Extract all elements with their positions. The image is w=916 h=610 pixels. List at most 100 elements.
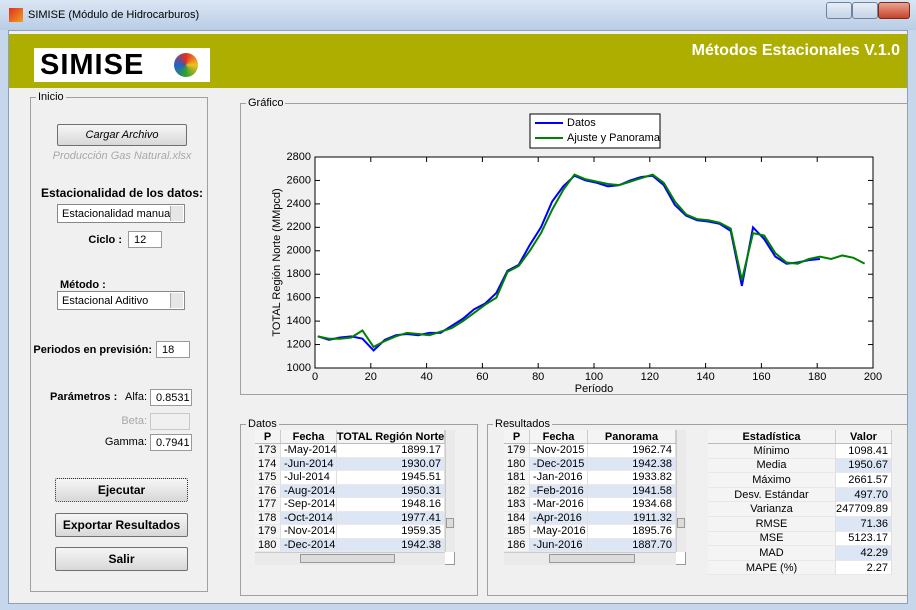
table-cell: MAD: [708, 546, 836, 561]
table-cell: 247709.89: [836, 502, 892, 517]
vertical-scrollbar[interactable]: [445, 430, 455, 552]
table-cell: 179: [504, 444, 530, 458]
table-cell: 181: [504, 471, 530, 485]
table-cell: 497.70: [836, 487, 892, 503]
table-cell: -Jun-2014: [281, 457, 337, 471]
forecast-input[interactable]: 18: [156, 341, 190, 358]
table-cell: -Jan-2016: [530, 471, 588, 485]
table-cell: 1899.17: [337, 444, 445, 458]
table-cell: -Sep-2014: [281, 498, 337, 512]
run-button[interactable]: Ejecutar: [55, 478, 188, 502]
table-cell: 1895.76: [588, 525, 676, 539]
table-cell: -Dec-2015: [530, 457, 588, 471]
table-cell: -Jun-2016: [530, 538, 588, 552]
column-header: Fecha: [281, 430, 337, 444]
title-bar: [0, 0, 916, 30]
method-select[interactable]: Estacional Aditivo: [57, 291, 185, 310]
table-cell: 1934.68: [588, 498, 676, 512]
table-cell: 179: [255, 525, 281, 539]
table-cell: -Apr-2016: [530, 511, 588, 525]
params-label: Parámetros :: [50, 391, 118, 403]
table-cell: 2.27: [836, 560, 892, 576]
table-cell: 175: [255, 471, 281, 485]
table-cell: -Jul-2014: [281, 471, 337, 485]
table-cell: -Nov-2015: [530, 444, 588, 458]
alpha-input[interactable]: 0.8531: [150, 389, 192, 406]
table-cell: 71.36: [836, 517, 892, 532]
table-cell: MSE: [708, 531, 836, 547]
table-cell: 184: [504, 511, 530, 525]
table-cell: 1942.38: [337, 538, 445, 552]
table-cell: -May-2014: [281, 444, 337, 458]
table-cell: 182: [504, 484, 530, 498]
column-header: Fecha: [530, 430, 588, 444]
table-cell: 1941.58: [588, 484, 676, 498]
maximize-button[interactable]: [852, 2, 878, 19]
table-cell: 1959.35: [337, 525, 445, 539]
column-header: P: [255, 430, 281, 444]
alpha-label: Alfa:: [124, 391, 147, 403]
column-header: P: [504, 430, 530, 444]
cycle-input[interactable]: 12: [128, 231, 162, 248]
minimize-button[interactable]: [826, 2, 852, 19]
table-cell: 1887.70: [588, 538, 676, 552]
table-cell: 186: [504, 538, 530, 552]
resultados-panel-title: Resultados: [493, 417, 553, 431]
cycle-label: Ciclo :: [88, 234, 122, 246]
table-cell: 42.29: [836, 546, 892, 561]
table-cell: -Feb-2016: [530, 484, 588, 498]
export-button[interactable]: Exportar Resultados: [55, 513, 188, 537]
table-cell: 178: [255, 511, 281, 525]
table-cell: 174: [255, 457, 281, 471]
inicio-panel: [30, 97, 208, 592]
column-header: TOTAL Región Norte: [336, 430, 445, 444]
scroll-thumb[interactable]: [549, 554, 635, 563]
scroll-thumb[interactable]: [446, 517, 454, 528]
table-cell: 176: [255, 484, 281, 498]
table-cell: 183: [504, 498, 530, 512]
select-arrow: [170, 206, 183, 221]
logo-icon: [174, 53, 198, 77]
inicio-panel-title: Inicio: [36, 90, 66, 104]
table-cell: 1942.38: [588, 457, 676, 471]
table-cell: RMSE: [708, 517, 836, 532]
column-header: Estadística: [708, 430, 836, 444]
method-label: Método :: [60, 279, 106, 291]
close-button[interactable]: [878, 2, 910, 19]
table-cell: 1950.31: [337, 484, 445, 498]
app-title: Métodos Estacionales V.1.0: [691, 42, 900, 59]
column-header: Panorama: [588, 430, 676, 444]
table-cell: 177: [255, 498, 281, 512]
table-cell: 5123.17: [836, 531, 892, 547]
table-cell: 1962.74: [588, 444, 676, 458]
table-cell: -Nov-2014: [281, 525, 337, 539]
table-cell: 1933.82: [588, 471, 676, 485]
datos-panel: [240, 424, 478, 596]
seasonality-label: Estacionalidad de los datos:: [40, 186, 204, 200]
scroll-thumb[interactable]: [300, 554, 395, 563]
table-cell: Desv. Estándar: [708, 487, 836, 503]
file-name: Producción Gas Natural.xlsx: [52, 150, 192, 162]
table-cell: -Oct-2014: [281, 511, 337, 525]
load-button[interactable]: Cargar Archivo: [57, 124, 187, 146]
table-cell: MAPE (%): [708, 560, 836, 576]
table-cell: -May-2016: [530, 525, 588, 539]
table-cell: -Dec-2014: [281, 538, 337, 552]
gamma-input[interactable]: 0.7941: [150, 434, 192, 451]
table-cell: 1098.41: [836, 444, 892, 459]
exit-button[interactable]: Salir: [55, 547, 188, 571]
scroll-thumb[interactable]: [677, 517, 685, 528]
gamma-label: Gamma:: [104, 436, 147, 448]
table-cell: -Aug-2014: [281, 484, 337, 498]
table-cell: 1945.51: [337, 471, 445, 485]
table-cell: 1930.07: [337, 457, 445, 471]
graph-panel-title: Gráfico: [246, 96, 286, 110]
seasonality-select[interactable]: Estacionalidad manual: [57, 204, 185, 223]
window-title: SIMISE (Módulo de Hidrocarburos): [28, 9, 200, 21]
table-cell: 1911.32: [588, 511, 676, 525]
beta-input: [150, 413, 190, 430]
table-cell: 185: [504, 525, 530, 539]
table-cell: Media: [708, 458, 836, 474]
vertical-scrollbar[interactable]: [676, 430, 686, 552]
